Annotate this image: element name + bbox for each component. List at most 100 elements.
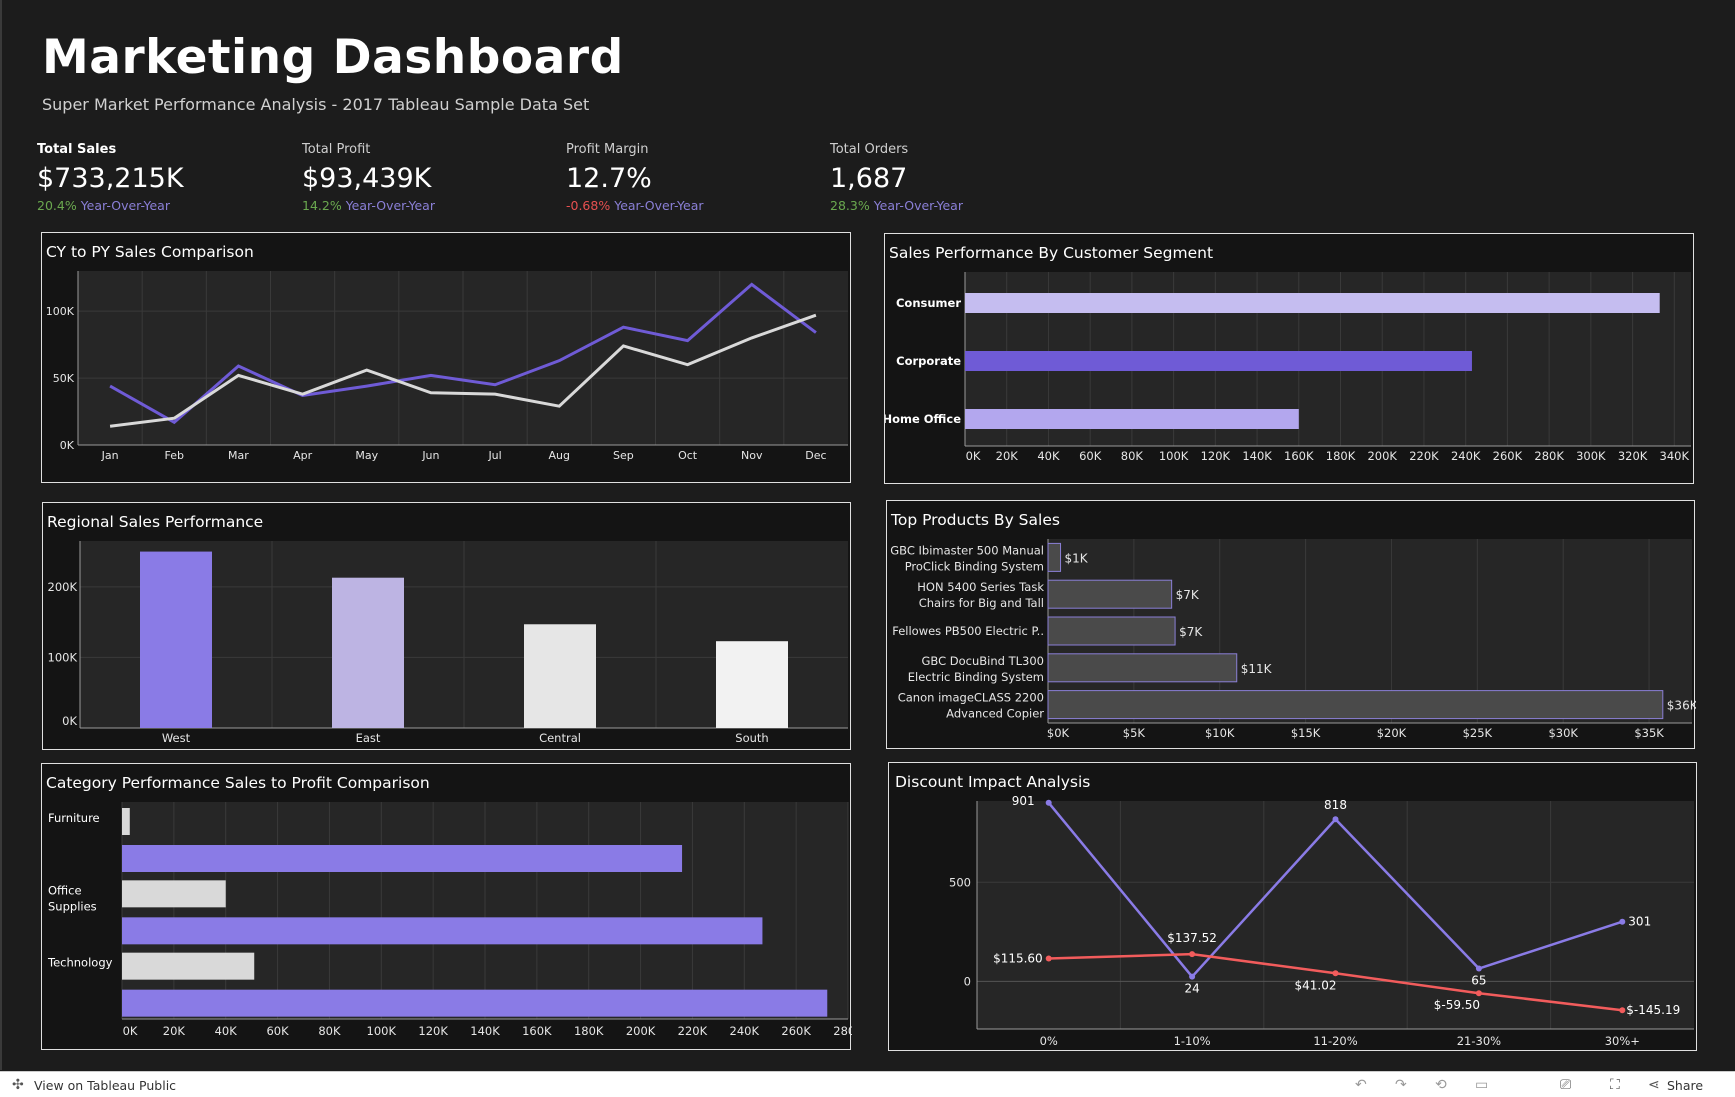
cy-py-line-chart: 0K 50K 100K Jan Feb Mar Apr May Jun Jul Aug Sep Oct N… (46, 271, 848, 462)
panel-title: Sales Performance By Customer Segment (889, 244, 1214, 262)
redo-icon[interactable]: ↷ (1395, 1077, 1407, 1093)
tableau-logo-icon: ✣ (12, 1077, 24, 1093)
profit-bar (122, 880, 226, 908)
product-bar (1047, 579, 1173, 609)
data-point (1189, 973, 1196, 980)
x-tick-label: $15K (1291, 726, 1321, 740)
data-point (1475, 990, 1482, 997)
kpi-change: 14.2% (302, 198, 342, 213)
present-icon[interactable]: ⎚ (1560, 1077, 1572, 1093)
view-on-tableau-link[interactable]: View on Tableau Public (34, 1078, 177, 1093)
data-label: $7K (1179, 625, 1203, 639)
py-sales-line (109, 313, 817, 428)
x-tick-label: 220K (1409, 449, 1439, 463)
x-tick-label: 80K (1121, 449, 1144, 463)
cy-sales-line (109, 282, 817, 425)
segment-bar-chart: 0K 20K 40K 60K 80K 100K 120K 140K 160K 180K 200K 22… (885, 272, 1691, 463)
segment-bar (965, 351, 1472, 371)
data-label: 818 (1324, 798, 1347, 812)
data-label: $1K (1065, 551, 1089, 565)
x-tick-label: Apr (293, 449, 313, 462)
x-tick-label: $25K (1463, 726, 1493, 740)
y-tick-label: 100K (46, 305, 75, 318)
kpi-value: $93,439K (302, 163, 432, 194)
category-label: Furniture (48, 811, 100, 825)
x-tick-label: 30%+ (1605, 1034, 1640, 1048)
region-bar (524, 624, 596, 728)
undo-icon[interactable]: ↶ (1355, 1077, 1367, 1093)
x-tick-label: Nov (741, 449, 763, 462)
x-tick-label: 60K (1079, 449, 1102, 463)
data-point (1332, 970, 1339, 977)
panel-title: CY to PY Sales Comparison (46, 243, 254, 261)
x-tick-label: West (162, 731, 191, 745)
x-tick-label: 20K (996, 449, 1019, 463)
data-label: $-145.19 (1626, 1003, 1680, 1017)
data-point (1045, 955, 1052, 962)
x-tick-label: 120K (1201, 449, 1231, 463)
x-tick-label: $10K (1205, 726, 1235, 740)
data-label: $36K (1667, 699, 1696, 713)
product-label: HON 5400 Series Task (917, 580, 1044, 594)
fullscreen-icon[interactable]: ⛶ (1610, 1077, 1620, 1093)
product-bar (1047, 690, 1664, 720)
x-tick-label: 40K (1037, 449, 1060, 463)
data-label: $-59.50 (1434, 998, 1480, 1012)
data-label: $11K (1241, 662, 1273, 676)
kpi-change-label: Year-Over-Year (873, 198, 963, 213)
kpi-label: Total Sales (37, 142, 117, 157)
share-icon[interactable]: ⋖ (1648, 1077, 1660, 1093)
refresh-icon[interactable]: ▭ (1475, 1077, 1489, 1093)
y-tick-label: 50K (53, 372, 75, 385)
left-border (0, 0, 2, 1070)
x-tick-label: South (735, 731, 768, 745)
segment-bar (965, 293, 1660, 313)
data-label: 901 (1012, 794, 1035, 808)
revert-icon[interactable]: ⟲ (1435, 1077, 1447, 1093)
x-tick-label: 320K (1618, 449, 1648, 463)
x-tick-label: 180K (574, 1024, 604, 1038)
x-tick-label: $5K (1123, 726, 1146, 740)
x-tick-label: May (355, 449, 378, 462)
x-tick-label: 160K (1284, 449, 1314, 463)
y-tick-label: 0 (964, 974, 971, 988)
product-bar (1047, 653, 1238, 683)
x-tick-label: 11-20% (1313, 1034, 1357, 1048)
kpi-value: 1,687 (830, 163, 908, 194)
sales-bar (122, 989, 828, 1017)
panel-title: Regional Sales Performance (47, 513, 264, 531)
data-label: $115.60 (993, 951, 1043, 965)
kpi-change: -0.68% (566, 198, 611, 213)
x-tick-label: 340K (1660, 449, 1690, 463)
x-tick-label: East (356, 731, 381, 745)
data-point (1189, 951, 1196, 958)
product-bar (1047, 616, 1176, 646)
share-button[interactable]: Share (1667, 1078, 1704, 1093)
x-tick-label: Jan (101, 449, 119, 462)
data-point (1332, 816, 1339, 823)
footer-bar: ✣ View on Tableau Public ↶ ↷ ⟲ ▭ ⎚ ⛶ ⋖ S… (0, 1071, 1735, 1097)
x-tick-label: 180K (1326, 449, 1356, 463)
panel-regional-sales: 0K 100K 200K West East Central South Regional … (42, 502, 851, 750)
kpi-label: Total Profit (302, 142, 371, 157)
data-point (1619, 918, 1626, 925)
x-tick-label: $20K (1377, 726, 1407, 740)
category-label: Technology (47, 956, 113, 970)
category-label: Consumer (896, 296, 961, 310)
panel-category-performance: 0K 20K 40K 60K 80K 100K 120K 140K 160K 180K 200K 22… (41, 763, 852, 1050)
x-tick-label: 160K (522, 1024, 552, 1038)
data-label: 24 (1184, 982, 1199, 996)
panel-cy-py-sales: 0K 50K 100K Jan Feb Mar Apr May Jun Jul Aug Sep Oct N… (41, 232, 851, 483)
x-tick-label: 0K (123, 1024, 138, 1038)
x-tick-label: Feb (165, 449, 184, 462)
page-title: Marketing Dashboard (42, 30, 624, 85)
data-point (1619, 1007, 1626, 1014)
x-tick-label: Sep (613, 449, 634, 462)
data-label: $7K (1176, 588, 1200, 602)
x-tick-label: 200K (1367, 449, 1397, 463)
x-tick-label: 120K (418, 1024, 448, 1038)
x-tick-label: Jun (421, 449, 439, 462)
product-label: Chairs for Big and Tall (919, 596, 1044, 610)
kpi-profit-margin: Profit Margin 12.7% -0.68% Year-Over-Yea… (566, 142, 704, 213)
x-tick-label: 240K (1451, 449, 1481, 463)
